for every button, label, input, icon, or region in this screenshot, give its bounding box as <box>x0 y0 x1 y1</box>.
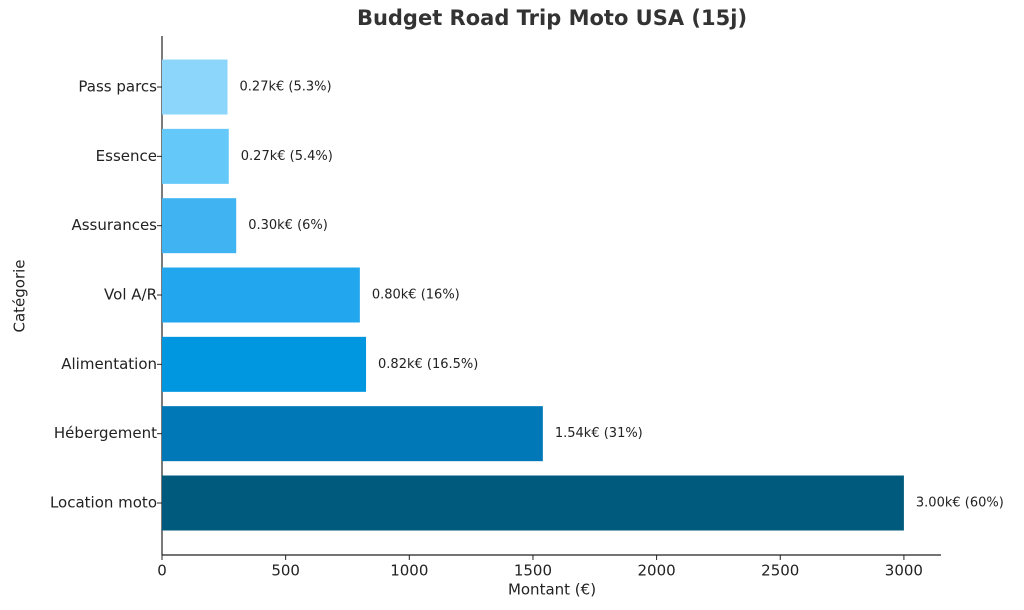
y-tick-label: Essence <box>96 147 157 165</box>
x-tick-label: 2500 <box>761 562 799 580</box>
bar <box>162 406 543 462</box>
bar <box>162 59 228 115</box>
x-tick-label: 500 <box>271 562 300 580</box>
x-axis-label: Montant (€) <box>508 581 596 599</box>
value-label: 0.27k€ (5.3%) <box>240 80 332 95</box>
value-label: 3.00k€ (60%) <box>916 496 1004 511</box>
y-tick-label: Hébergement <box>54 424 157 442</box>
y-tick-label: Vol A/R <box>104 286 157 304</box>
x-tick-label: 0 <box>157 562 167 580</box>
value-label: 0.82k€ (16.5%) <box>378 357 478 372</box>
value-label: 0.27k€ (5.4%) <box>241 149 333 164</box>
x-tick-label: 1000 <box>390 562 428 580</box>
bar <box>162 128 229 184</box>
y-tick-label: Location moto <box>50 494 157 512</box>
x-tick-label: 2000 <box>638 562 676 580</box>
chart-title: Budget Road Trip Moto USA (15j) <box>357 6 747 30</box>
y-axis-label: Catégorie <box>11 259 29 332</box>
bar <box>162 198 237 254</box>
x-tick-label: 1500 <box>514 562 552 580</box>
value-label: 1.54k€ (31%) <box>555 426 643 441</box>
bar <box>162 475 904 531</box>
bar <box>162 267 360 323</box>
value-label: 0.30k€ (6%) <box>248 218 328 233</box>
x-tick-label: 3000 <box>885 562 923 580</box>
bar <box>162 336 367 392</box>
y-tick-label: Alimentation <box>61 355 157 373</box>
y-tick-label: Pass parcs <box>78 78 157 96</box>
value-label: 0.80k€ (16%) <box>372 288 460 303</box>
y-tick-label: Assurances <box>71 216 157 234</box>
